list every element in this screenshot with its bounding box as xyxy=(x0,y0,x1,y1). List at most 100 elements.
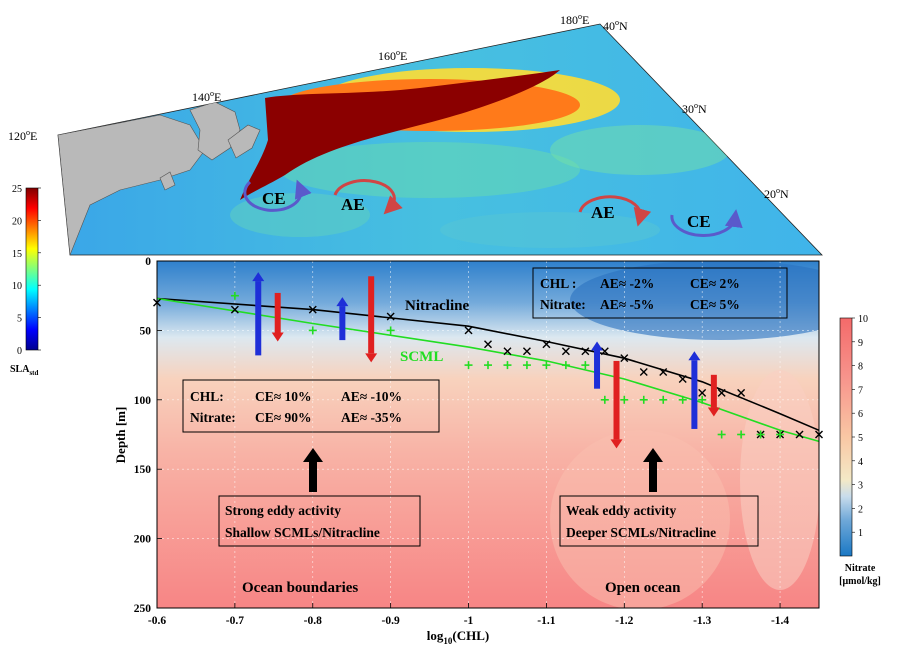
scml-point xyxy=(639,395,648,404)
lat-label-30n: 30oN xyxy=(682,101,707,116)
nitracline-point xyxy=(678,374,687,383)
sla-tick-label: 20 xyxy=(12,216,22,227)
nitrate-tick-label: 9 xyxy=(858,338,863,349)
nitracline-point xyxy=(737,388,746,397)
region-label-ocean-boundaries: Ocean boundaries xyxy=(242,580,358,596)
y-tick-label: 150 xyxy=(134,464,152,476)
ce-uplift-arrow xyxy=(252,272,265,356)
nitracline-point xyxy=(795,430,804,439)
ae-deepen-arrow xyxy=(271,292,284,342)
stats-box-left: CHL: CE≈ 10% AE≈ -10% Nitrate: CE≈ 90% A… xyxy=(182,379,440,433)
eddy-label: AE xyxy=(591,203,615,222)
nitrate-tick-label: 1 xyxy=(858,528,863,539)
stats-right-chl-ae: AE≈ -2% xyxy=(600,276,654,291)
black-arrow-right xyxy=(643,448,663,492)
nitrate-tick-label: 4 xyxy=(858,457,863,468)
ce-uplift-arrow xyxy=(336,297,349,341)
nitrate-tick-label: 3 xyxy=(858,481,863,492)
x-tick-label: -1.2 xyxy=(615,615,633,627)
nitracline-point xyxy=(503,347,512,356)
stats-left-no3-ce: CE≈ 90% xyxy=(255,410,312,425)
scml-fit-line xyxy=(156,297,820,443)
y-tick-label: 250 xyxy=(134,603,152,615)
nitrate-colorbar-unit: [μmol/kg] xyxy=(839,576,881,587)
nitrate-tick-label: 10 xyxy=(858,314,868,325)
nitrate-tick-label: 5 xyxy=(858,433,863,444)
stats-right-no3-ae: AE≈ -5% xyxy=(600,297,654,312)
stats-right-chl-ce: CE≈ 2% xyxy=(690,276,740,291)
nitracline-point xyxy=(484,340,492,349)
nitracline-point xyxy=(600,347,609,356)
nitracline-point xyxy=(717,388,726,397)
note-right: Weak eddy activity Deeper SCMLs/Nitracli… xyxy=(559,495,759,547)
y-tick-label: 100 xyxy=(134,395,152,407)
nitracline-point xyxy=(639,368,648,377)
ae-deepen-arrow xyxy=(365,276,378,363)
scml-point xyxy=(561,361,570,370)
note-left-line2: Shallow SCMLs/Nitracline xyxy=(225,525,380,540)
sla-colorbar-label: SLAstd xyxy=(10,364,39,377)
sla-tick-label: 5 xyxy=(17,314,22,325)
sla-colorbar: 0 5 10 15 20 25 SLAstd xyxy=(10,184,41,377)
stats-right-chl-name: CHL : xyxy=(540,276,576,291)
kuroshio-plume-core xyxy=(240,70,560,200)
plot-frame xyxy=(156,260,820,609)
x-tick-label: -0.9 xyxy=(382,615,400,627)
asian-continent xyxy=(58,114,206,255)
x-tick-label: -0.6 xyxy=(148,615,166,627)
scml-point xyxy=(620,395,629,404)
nitracline-point xyxy=(659,368,668,377)
lat-label-40n: 40oN xyxy=(603,18,628,33)
lon-label-180e: 180oE xyxy=(560,12,589,27)
scml-point xyxy=(484,361,492,370)
ce-uplift-arrow xyxy=(688,351,701,429)
scml-point xyxy=(717,430,726,439)
eddy-ce-west: CE xyxy=(243,179,312,212)
stats-box-right: CHL : AE≈ -2% CE≈ 2% Nitrate: AE≈ -5% CE… xyxy=(532,267,788,319)
sla-tick-label: 15 xyxy=(12,249,22,260)
sla-tick-label: 10 xyxy=(12,281,22,292)
japan-landmass xyxy=(189,101,241,161)
scml-point xyxy=(678,395,687,404)
scml-point xyxy=(386,326,395,335)
scml-point xyxy=(776,430,785,439)
scml-point xyxy=(308,326,317,335)
x-tick-label: -1 xyxy=(464,615,474,627)
scml-point xyxy=(542,361,551,370)
ae-deepen-arrow xyxy=(610,360,623,449)
stats-right-no3-ce: CE≈ 5% xyxy=(690,297,740,312)
scml-point xyxy=(464,361,473,370)
sla-tick-label: 25 xyxy=(12,184,22,195)
region-label-open-ocean: Open ocean xyxy=(605,580,681,596)
ae-deepen-arrow xyxy=(707,374,720,417)
eddy-label: AE xyxy=(341,195,365,214)
nitrate-tick-label: 8 xyxy=(858,362,863,373)
depth-chl-plot: -0.6 -0.7 -0.8 -0.9 -1 -1.1 -1.2 -1.3 -1.4 0 50 10… xyxy=(113,256,823,646)
nitrate-tick-label: 7 xyxy=(858,385,863,396)
scml-point xyxy=(737,430,746,439)
nitracline-point xyxy=(522,347,531,356)
nitracline-label: Nitracline xyxy=(405,298,469,314)
stats-left-no3-name: Nitrate: xyxy=(190,410,236,425)
note-right-line2: Deeper SCMLs/Nitracline xyxy=(566,525,716,540)
lon-label-160e: 160oE xyxy=(378,48,407,63)
sla-tick-label: 0 xyxy=(17,346,22,357)
eddy-ae-west: AE xyxy=(333,179,403,215)
scml-point xyxy=(522,361,531,370)
x-axis-label: log10(CHL) xyxy=(427,628,489,646)
lon-label-120e: 120oE xyxy=(8,128,37,143)
nitracline-point xyxy=(561,347,570,356)
x-tick-label: -0.8 xyxy=(304,615,322,627)
note-left: Strong eddy activity Shallow SCMLs/Nitra… xyxy=(218,495,421,547)
y-tick-label: 200 xyxy=(134,534,152,546)
nitracline-point xyxy=(464,326,473,335)
ce-uplift-arrow xyxy=(591,341,604,389)
x-tick-label: -1.4 xyxy=(771,615,789,627)
stats-left-chl-ce: CE≈ 10% xyxy=(255,389,312,404)
scml-point xyxy=(230,291,239,300)
nitrate-tick-label: 2 xyxy=(858,504,863,515)
nitracline-point xyxy=(542,340,551,349)
stats-left-no3-ae: AE≈ -35% xyxy=(341,410,402,425)
nitracline-point xyxy=(308,305,317,314)
